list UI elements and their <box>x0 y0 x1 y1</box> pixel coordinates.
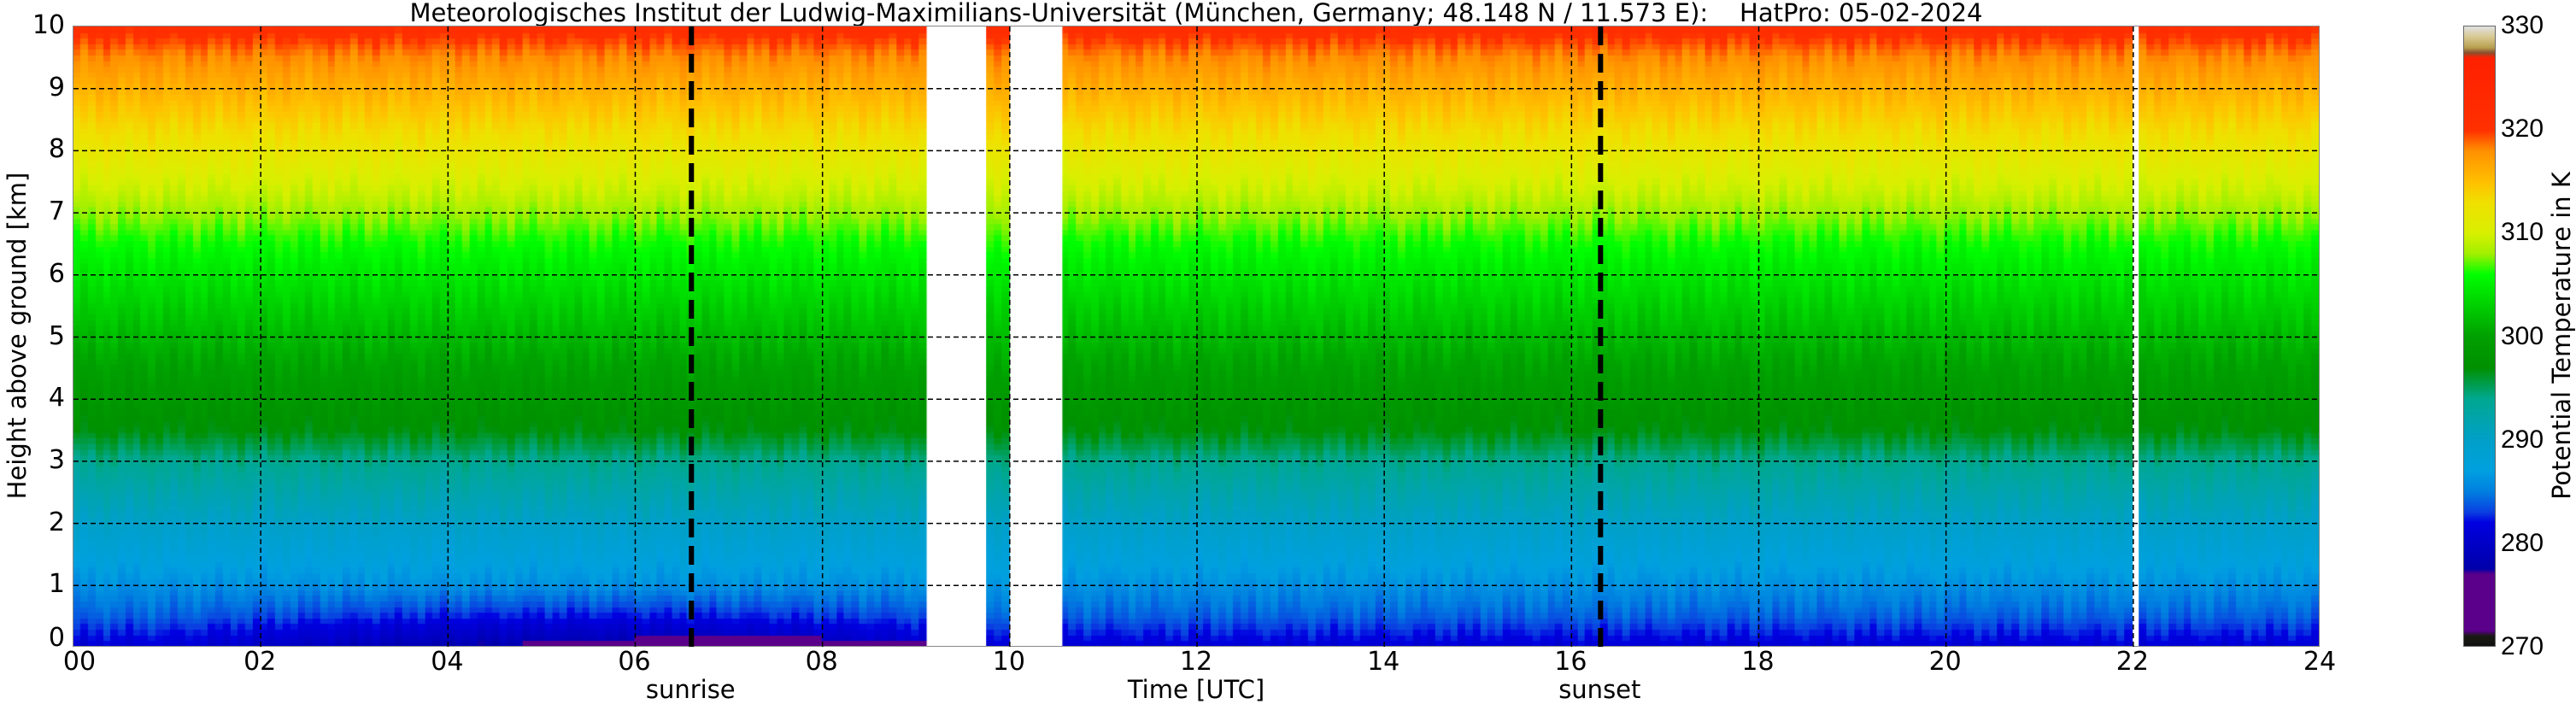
x-tick-label: 24 <box>2303 647 2337 677</box>
colorbar-label: Potential Temperature in K <box>2547 172 2576 500</box>
grid-overlay <box>73 26 2321 648</box>
sunrise-label: sunrise <box>645 675 736 704</box>
y-tick-label: 6 <box>48 258 65 289</box>
sunset-label: sunset <box>1558 675 1641 704</box>
x-tick-label: 14 <box>1367 647 1400 677</box>
x-tick-label: 08 <box>805 647 838 677</box>
x-tick-label: 06 <box>618 647 651 677</box>
colorbar-tick-label: 300 <box>2501 321 2544 350</box>
chart-title: Meteorologisches Institut der Ludwig-Max… <box>409 0 1983 27</box>
y-tick-label: 10 <box>32 10 65 40</box>
x-tick-label: 04 <box>431 647 464 677</box>
x-tick-label: 16 <box>1554 647 1587 677</box>
x-tick-label: 02 <box>244 647 277 677</box>
colorbar-tick-label: 270 <box>2501 632 2544 660</box>
x-tick-label: 10 <box>992 647 1025 677</box>
y-tick-label: 0 <box>48 623 65 653</box>
x-axis-label: Time [UTC] <box>1127 675 1265 704</box>
y-axis-label: Height above ground [km] <box>3 172 32 500</box>
colorbar-tick-label: 280 <box>2501 528 2544 557</box>
x-tick-label: 18 <box>1741 647 1775 677</box>
colorbar-tick-label: 330 <box>2501 11 2544 39</box>
y-tick-label: 7 <box>48 197 65 227</box>
y-tick-label: 3 <box>48 444 65 475</box>
colorbar-tick-label: 310 <box>2501 218 2544 247</box>
colorbar-tick-label: 290 <box>2501 425 2544 454</box>
x-tick-label: 00 <box>62 647 97 677</box>
y-tick-label: 9 <box>48 72 65 103</box>
y-tick-label: 2 <box>48 507 65 537</box>
y-tick-label: 5 <box>48 320 65 351</box>
x-tick-label: 22 <box>2115 647 2149 677</box>
colorbar-tick-label: 320 <box>2501 114 2544 144</box>
y-tick-label: 8 <box>48 134 65 165</box>
plot-area <box>73 26 2321 648</box>
x-tick-label: 12 <box>1179 647 1213 677</box>
colorbar <box>2463 26 2496 647</box>
y-tick-label: 4 <box>48 383 65 414</box>
x-tick-label: 20 <box>1928 647 1962 677</box>
y-tick-label: 1 <box>48 569 65 600</box>
